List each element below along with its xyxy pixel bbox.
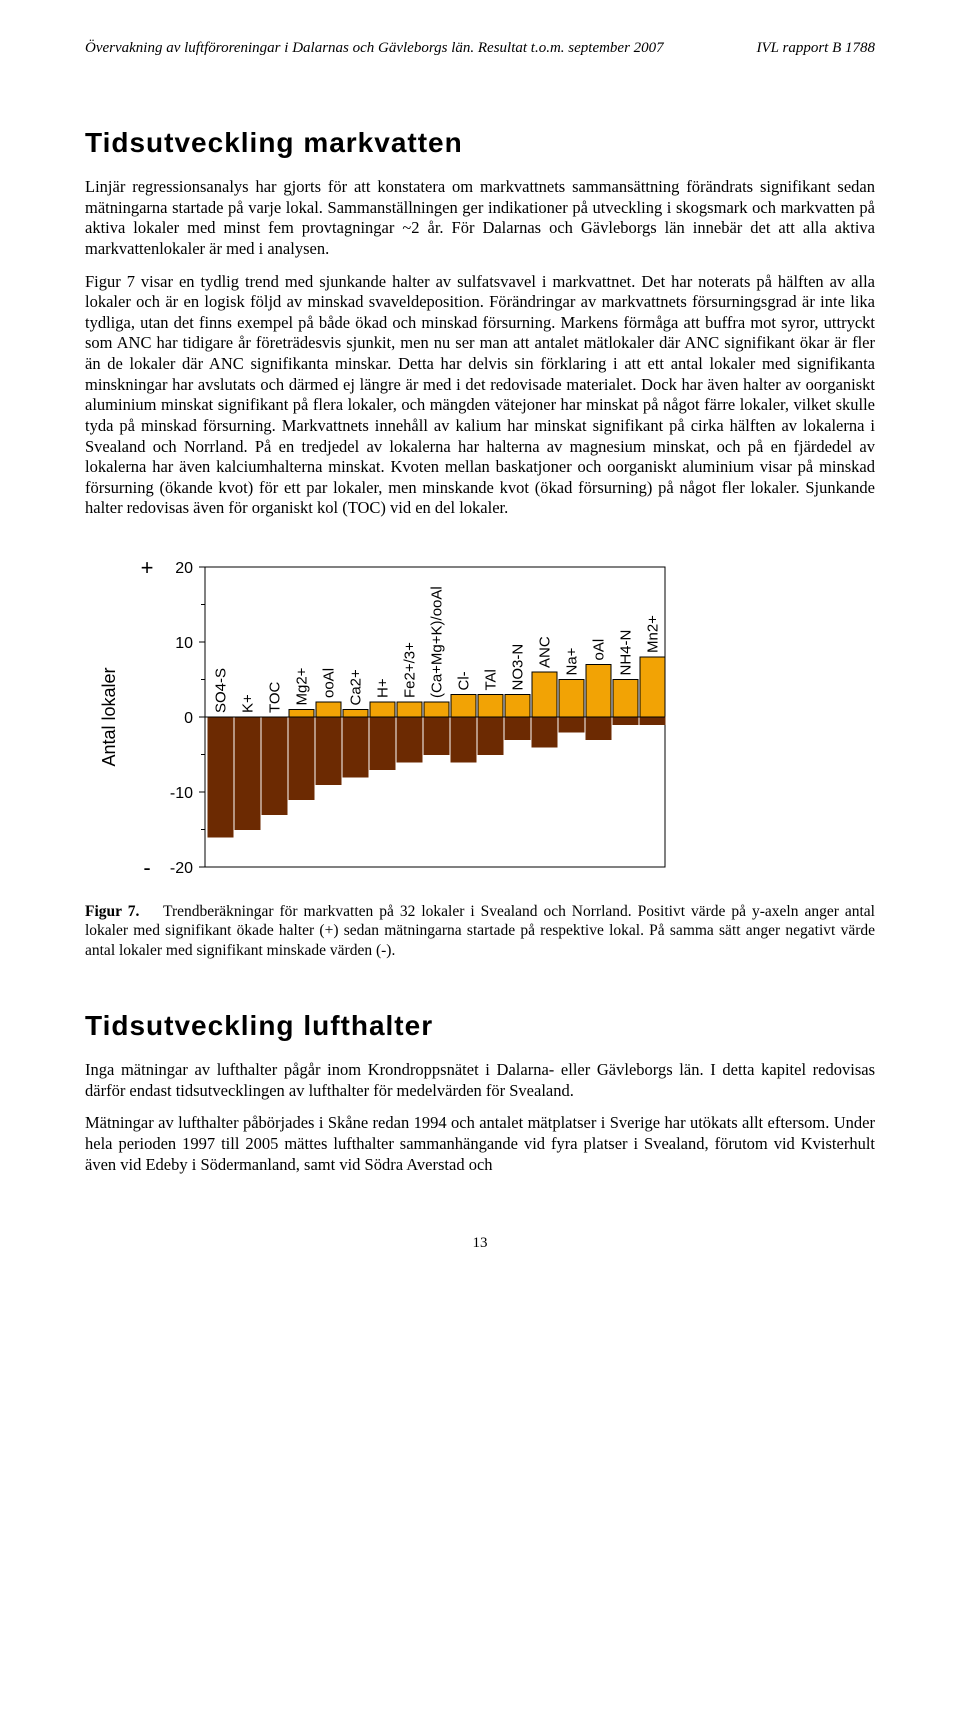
category-label: (Ca+Mg+K)/ooAl xyxy=(429,586,446,698)
bar-negative xyxy=(613,717,638,725)
bar-negative xyxy=(451,717,476,762)
category-label: oAl xyxy=(591,639,608,661)
bar-negative xyxy=(478,717,503,755)
bar-positive xyxy=(478,695,503,718)
category-label: ANC xyxy=(537,636,554,668)
section-title-lufthalter: Tidsutveckling lufthalter xyxy=(85,1010,875,1042)
bar-positive xyxy=(559,680,584,718)
bar-negative xyxy=(505,717,530,740)
section-title-markvatten: Tidsutveckling markvatten xyxy=(85,127,875,159)
category-label: Na+ xyxy=(564,647,581,675)
y-tick-label: -10 xyxy=(170,785,193,802)
bar-positive xyxy=(370,702,395,717)
bar-negative xyxy=(289,717,314,800)
category-label: Ca2+ xyxy=(348,669,365,706)
para-lufthalter-1: Inga mätningar av lufthalter pågår inom … xyxy=(85,1060,875,1101)
trend-bar-chart: -20 -10 0 10 20 Antal lokaler + - SO4-S K+ TOC Mg2+… xyxy=(85,547,685,887)
category-label: NH4-N xyxy=(618,630,635,676)
bar-positive xyxy=(586,665,611,718)
bar-negative xyxy=(343,717,368,777)
category-label: Mn2+ xyxy=(645,615,662,653)
bar-positive xyxy=(397,702,422,717)
bar-negative xyxy=(316,717,341,785)
bar-negative xyxy=(235,717,260,830)
para-lufthalter-2: Mätningar av lufthalter påbörjades i Skå… xyxy=(85,1113,875,1175)
bar-positive xyxy=(505,695,530,718)
trend-chart-container: -20 -10 0 10 20 Antal lokaler + - SO4-S K+ TOC Mg2+… xyxy=(85,547,875,892)
category-label: H+ xyxy=(375,678,392,698)
category-label: K+ xyxy=(240,694,257,713)
bar-negative xyxy=(262,717,287,815)
bar-negative xyxy=(532,717,557,747)
y-tick-label: 10 xyxy=(175,635,193,652)
category-label: SO4-S xyxy=(213,668,230,713)
bar-negative xyxy=(208,717,233,837)
category-label: ooAl xyxy=(321,668,338,698)
bar-positive xyxy=(532,672,557,717)
header-left: Övervakning av luftföroreningar i Dalarn… xyxy=(85,40,664,57)
negative-sign-icon: - xyxy=(143,855,150,880)
category-label: Mg2+ xyxy=(294,667,311,705)
page-header: Övervakning av luftföroreningar i Dalarn… xyxy=(85,40,875,57)
page-number: 13 xyxy=(85,1235,875,1252)
y-tick-label: 20 xyxy=(175,560,193,577)
bar-positive xyxy=(613,680,638,718)
bar-positive xyxy=(289,710,314,718)
category-label: TOC xyxy=(267,681,284,713)
bar-positive xyxy=(640,657,665,717)
bar-negative xyxy=(424,717,449,755)
bar-negative xyxy=(586,717,611,740)
category-label: Cl- xyxy=(456,671,473,690)
bar-negative xyxy=(559,717,584,732)
y-axis-label: Antal lokaler xyxy=(99,667,119,766)
figure-7-caption: Figur 7. Trendberäkningar för markvatten… xyxy=(85,902,875,960)
para-markvatten-1: Linjär regressionsanalys har gjorts för … xyxy=(85,177,875,260)
category-label: TAl xyxy=(483,669,500,690)
category-label: Fe2+/3+ xyxy=(402,642,419,698)
header-right: IVL rapport B 1788 xyxy=(757,40,875,57)
para-markvatten-2: Figur 7 visar en tydlig trend med sjunka… xyxy=(85,272,875,520)
bar-negative xyxy=(640,717,665,725)
bar-positive xyxy=(451,695,476,718)
figure-label: Figur 7. xyxy=(85,903,139,920)
bar-negative xyxy=(370,717,395,770)
positive-sign-icon: + xyxy=(141,555,154,580)
bar-positive xyxy=(316,702,341,717)
y-tick-label: 0 xyxy=(184,710,193,727)
category-label: NO3-N xyxy=(510,644,527,691)
bar-negative xyxy=(397,717,422,762)
figure-caption-text: Trendberäkningar för markvatten på 32 lo… xyxy=(85,903,875,959)
bar-positive xyxy=(424,702,449,717)
bar-positive xyxy=(343,710,368,718)
y-tick-label: -20 xyxy=(170,860,193,877)
